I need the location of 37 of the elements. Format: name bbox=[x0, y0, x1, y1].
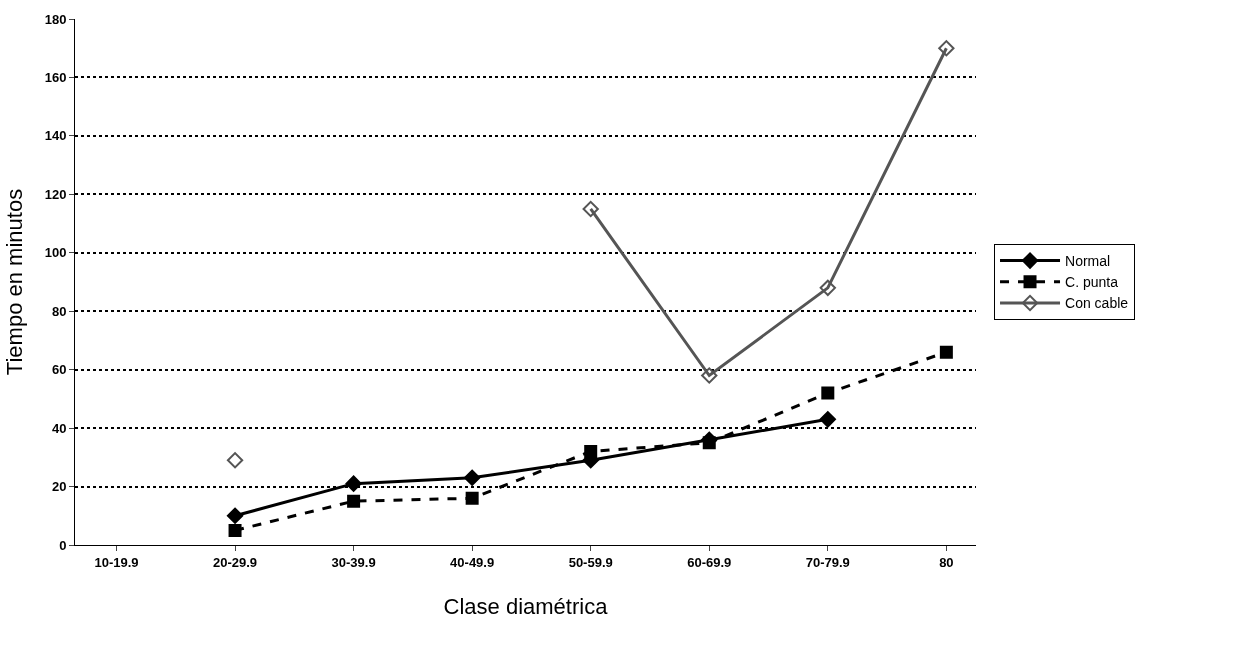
x-tick-label: 60-69.9 bbox=[687, 554, 732, 570]
y-tick-label: 80 bbox=[51, 303, 67, 319]
y-tick-label: 0 bbox=[59, 537, 67, 553]
y-tick-label: 40 bbox=[51, 420, 67, 436]
y-tick-label: 60 bbox=[51, 362, 67, 378]
x-tick-label: 50-59.9 bbox=[568, 554, 613, 570]
point bbox=[226, 452, 244, 469]
y-tick-label: 20 bbox=[51, 479, 67, 495]
point bbox=[228, 523, 242, 537]
y-tick-label: 140 bbox=[44, 128, 67, 144]
x-tick-label: 20-29.9 bbox=[213, 554, 258, 570]
legend-label: C. punta bbox=[1065, 274, 1119, 291]
point bbox=[347, 494, 361, 508]
legend-label: Normal bbox=[1065, 253, 1111, 270]
x-tick-label: 10-19.9 bbox=[94, 554, 139, 570]
x-axis-title: Clase diamétrica bbox=[443, 594, 609, 620]
point bbox=[226, 507, 244, 524]
point bbox=[345, 475, 362, 492]
point bbox=[701, 367, 718, 384]
point bbox=[821, 386, 835, 400]
point bbox=[465, 491, 479, 505]
point bbox=[464, 469, 481, 486]
y-tick-label: 160 bbox=[44, 69, 67, 85]
point bbox=[582, 200, 599, 218]
x-tick-label: 80 bbox=[939, 554, 954, 570]
legend-label: Con cable bbox=[1065, 295, 1129, 312]
x-tick-label: 70-79.9 bbox=[805, 554, 850, 570]
y-tick-label: 120 bbox=[44, 186, 67, 202]
point bbox=[819, 411, 836, 428]
x-tick-label: 30-39.9 bbox=[331, 554, 376, 570]
point bbox=[938, 40, 955, 57]
point bbox=[939, 345, 953, 359]
y-tick-label: 180 bbox=[44, 11, 67, 27]
x-tick-label: 40-49.9 bbox=[450, 554, 495, 570]
y-axis-title: Tiempo en minutos bbox=[2, 188, 28, 376]
point bbox=[819, 279, 836, 296]
y-tick-label: 100 bbox=[44, 245, 67, 261]
